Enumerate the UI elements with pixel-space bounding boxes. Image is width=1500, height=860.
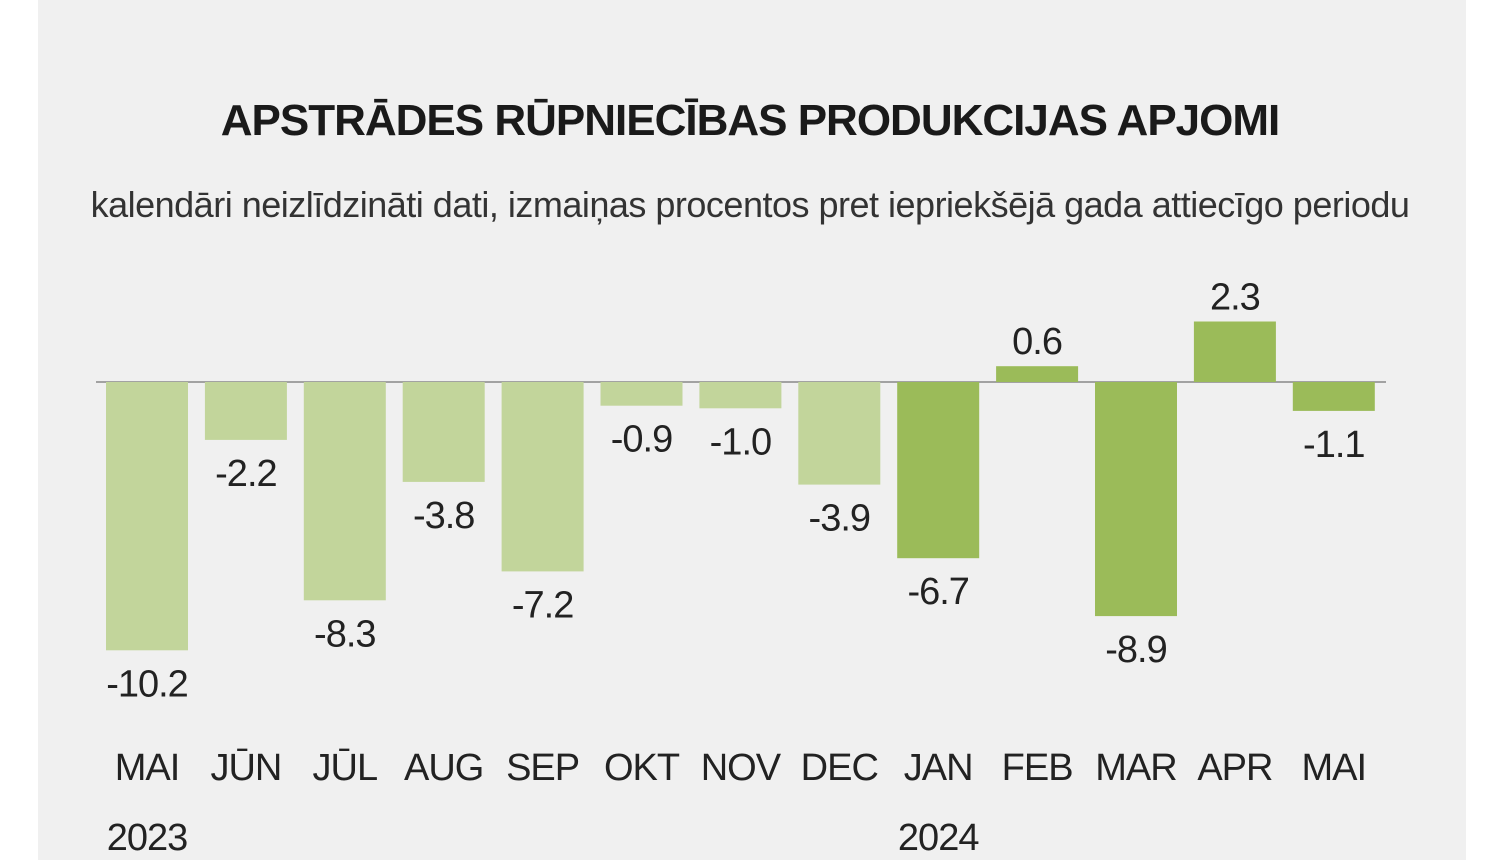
bar-mai-2023 [106, 382, 188, 651]
month-tick-label: JAN [904, 747, 973, 789]
bars-group [106, 321, 1375, 651]
chart-title: APSTRĀDES RŪPNIECĪBAS PRODUKCIJAS APJOMI [221, 96, 1280, 145]
bar-jūl-2023 [303, 382, 386, 601]
value-label: -7.2 [512, 584, 573, 626]
month-tick-label: JŪN [210, 747, 281, 789]
month-tick-label: OKT [604, 747, 680, 789]
bar-aug-2023 [402, 382, 485, 482]
bar-dec-2023 [798, 382, 881, 485]
value-label: -1.0 [710, 421, 771, 463]
bar-sep-2023 [501, 382, 584, 572]
month-tick-label: MAI [1302, 747, 1367, 789]
value-labels-group: -10.2 -2.2 -8.3 -3.8 -7.2 -0.9 -1.0 -3.9 -6.7 0.6… [106, 277, 1365, 706]
value-label: -2.2 [215, 453, 276, 495]
month-tick-label: MAI [115, 747, 180, 789]
month-tick-label: APR [1197, 747, 1272, 789]
bar-okt-2023 [600, 382, 683, 406]
value-label: 0.6 [1012, 321, 1062, 363]
month-tick-label: JŪL [313, 747, 378, 789]
value-label: -1.1 [1303, 424, 1364, 466]
value-label: -8.3 [314, 613, 375, 655]
value-label: -3.8 [413, 495, 474, 537]
year-label-2023: 2023 [107, 817, 188, 859]
month-tick-label: NOV [701, 747, 782, 789]
bar-feb-2024 [996, 366, 1079, 382]
bar-mar-2024 [1095, 382, 1177, 617]
chart-panel: APSTRĀDES RŪPNIECĪBAS PRODUKCIJAS APJOMI… [38, 0, 1466, 860]
bar-mai-2024 [1292, 382, 1375, 411]
value-label: 2.3 [1210, 277, 1260, 319]
value-label: -0.9 [611, 419, 672, 461]
bar-apr-2024 [1193, 321, 1276, 382]
year-label-2024: 2024 [898, 817, 979, 859]
value-label: -3.9 [809, 498, 870, 540]
month-tick-label: SEP [506, 747, 579, 789]
value-label: -8.9 [1105, 629, 1166, 671]
chart: APSTRĀDES RŪPNIECĪBAS PRODUKCIJAS APJOMI… [91, 96, 1410, 859]
year-labels-group: 2023 2024 [107, 817, 981, 859]
value-label: -10.2 [106, 663, 188, 705]
chart-subtitle: kalendāri neizlīdzināti dati, izmaiņas p… [91, 184, 1410, 225]
month-tick-label: FEB [1002, 747, 1073, 789]
bar-jan-2024 [897, 382, 980, 559]
month-tick-label: DEC [801, 747, 878, 789]
bar-jūn-2023 [204, 382, 287, 440]
bar-nov-2023 [699, 382, 782, 409]
month-tick-label: AUG [404, 747, 483, 789]
month-labels-group: MAI JŪN JŪL AUG SEP OKT NOV DEC JAN FEB MAR APR MAI [115, 747, 1367, 789]
month-tick-label: MAR [1095, 747, 1176, 789]
value-label: -6.7 [907, 571, 968, 613]
